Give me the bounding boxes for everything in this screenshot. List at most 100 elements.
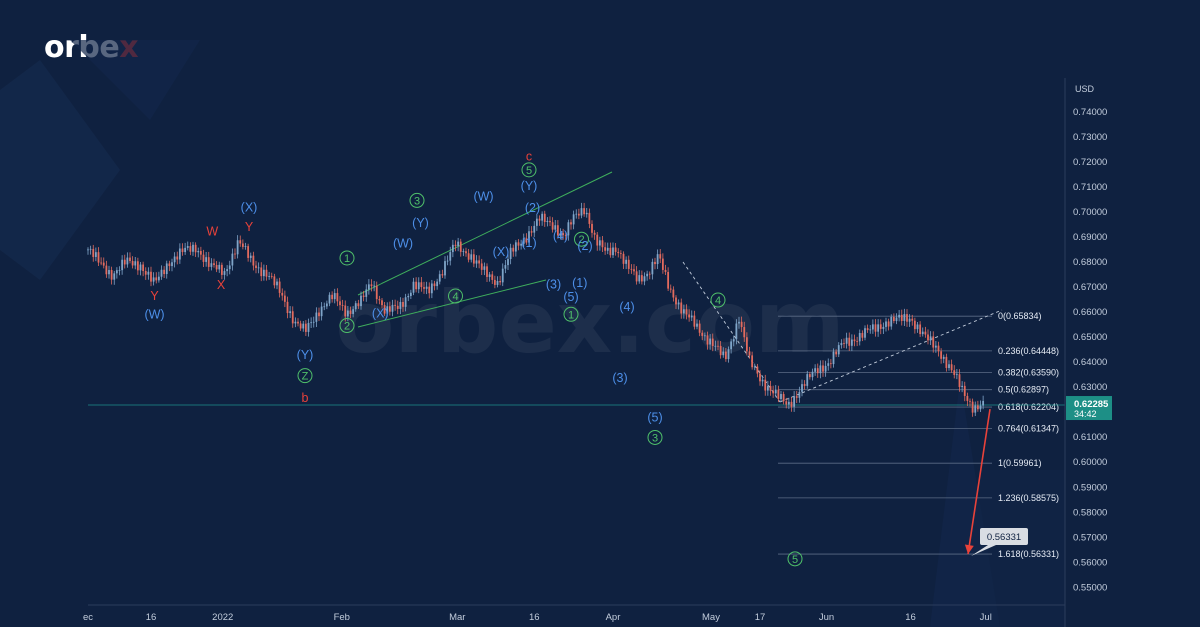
fib-level-label: 0.5(0.62897) [998,385,1049,395]
wave-label: c [526,150,532,164]
price-candle-body [719,345,722,356]
price-candle-body [178,248,181,260]
price-candle-body [958,374,961,388]
price-candle-body [349,310,352,314]
price-candle-body [606,247,609,251]
price-candle-body [937,345,940,352]
price-candle-body [961,385,964,388]
price-candle-body [189,246,192,252]
price-candle-body [764,379,767,391]
price-candle-body [743,327,746,338]
price-candle-body [394,304,397,306]
price-candle-body [538,218,541,221]
time-tick-label: 17 [755,612,766,623]
price-candle-body [706,335,709,345]
price-candle-body [969,400,971,402]
price-candle-body [176,256,179,260]
price-candle-body [407,295,410,298]
price-candle-body [785,401,788,405]
price-candle-body [362,295,365,297]
price-candle-body [974,405,977,413]
price-tick-label: 0.70000 [1073,207,1107,218]
channel-upper-line [357,171,613,296]
price-candle-body [748,351,751,356]
price-candle-body [929,336,932,341]
wave-label: (X) [241,200,258,214]
price-candle-body [165,263,168,275]
price-candle-body [483,266,486,270]
price-candle-body [667,271,670,289]
price-candle-body [659,254,662,259]
price-candle-body [570,222,572,225]
price-candle-body [898,314,901,318]
price-candle-body [543,213,546,222]
price-candle-body [882,326,885,329]
price-candle-body [677,302,680,305]
price-candle-body [864,328,866,338]
wave-label-circle [521,162,537,178]
price-candle-body [727,349,730,360]
price-candle-body [619,253,622,254]
fib-level-label: 0.236(0.64448) [998,346,1059,356]
price-candle-body [612,247,614,256]
price-candle-body [449,252,452,261]
price-candle-body [213,263,215,266]
price-candle-body [903,314,906,321]
time-axis: ec 16 2022 Feb Mar 16 Apr May 17 Jun 16 Jul [83,604,1065,623]
price-candle-body [740,321,743,328]
price-candle-body [386,306,389,314]
price-candle-body [685,309,688,315]
price-candle-body [470,254,473,260]
price-candle-body [147,271,150,275]
price-candle-body [803,384,806,386]
price-candle-body [546,220,549,222]
price-candle-body [934,345,937,348]
price-candle-body [640,275,643,282]
price-candle-body [102,262,105,266]
price-candle-body [832,351,835,365]
price-candle-body [688,314,691,318]
price-tick-label: 0.73000 [1073,132,1107,143]
price-candle-body [260,267,263,277]
wave-label: (W) [144,307,164,321]
price-candle-body [759,373,761,382]
price-candle-body [732,339,735,342]
price-candle-body [979,405,982,410]
price-candle-body [829,363,832,365]
price-candle-body [155,277,158,281]
price-tick-label: 0.58000 [1073,507,1107,518]
price-candle-body [244,246,247,247]
price-candle-body [756,366,759,374]
price-candle-body [297,321,299,324]
price-candle-body [370,284,373,287]
projection-arrow-head [964,544,974,555]
price-candle-body [661,258,664,270]
price-candle-body [577,213,580,216]
wave-label-circle [297,368,313,384]
price-candle-body [115,270,118,274]
price-candle-body [643,276,646,282]
price-candle-body [126,257,129,265]
channel-lower-line [357,279,547,328]
price-candle-body [751,355,754,368]
price-candle-body [911,318,914,321]
price-candle-body [885,321,887,327]
wave-label: (X) [493,245,510,259]
price-candle-body [194,244,197,253]
price-candle-body [131,261,134,266]
price-candle-body [202,254,205,262]
wave-label: Y [245,220,254,234]
price-candle-body [496,281,499,285]
price-candle-body [446,260,449,262]
time-tick-label: 2022 [212,612,233,623]
price-candle-body [596,234,599,246]
price-candle-body [307,322,310,332]
price-candle-body [323,306,326,308]
price-candle-body [877,324,880,332]
price-candle-body [94,252,97,257]
price-candle-body [866,328,869,331]
wave-label: (5) [647,411,662,425]
price-candle-body [696,323,698,327]
price-candle-body [887,321,890,327]
